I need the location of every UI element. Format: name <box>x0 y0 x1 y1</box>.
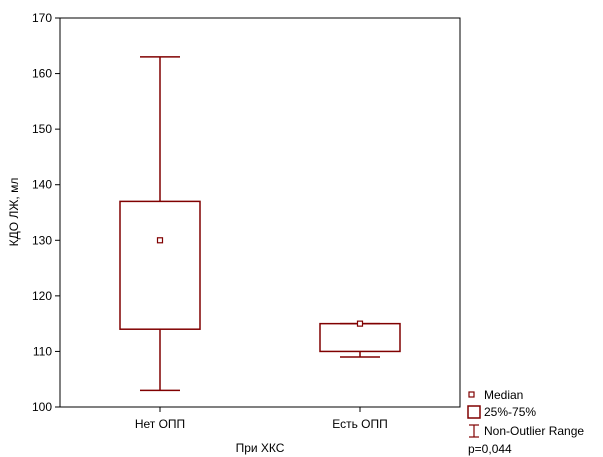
boxes <box>119 56 401 392</box>
y-tick-label: 130 <box>32 233 52 247</box>
plot-frame <box>59 17 461 408</box>
y-tick-label: 160 <box>32 67 52 81</box>
y-axis-title: КДО ЛЖ, мл <box>7 178 21 247</box>
legend-box-icon <box>467 405 481 419</box>
y-axis: 100 110 120 130 140 150 160 170 <box>32 11 60 414</box>
box-2 <box>319 320 401 358</box>
legend-median-label: Median <box>484 388 523 402</box>
median-marker <box>356 320 364 327</box>
median-marker <box>156 237 164 244</box>
y-tick-label: 170 <box>32 11 52 25</box>
y-tick-label: 120 <box>32 289 52 303</box>
y-tick-label: 110 <box>33 344 52 358</box>
x-axis: Нет ОПП Есть ОПП <box>135 407 388 431</box>
x-tick-label: Есть ОПП <box>332 417 388 431</box>
legend-box-label: 25%-75% <box>484 405 536 419</box>
y-tick-label: 100 <box>32 400 52 414</box>
p-value-annotation: p=0,044 <box>468 442 512 456</box>
x-tick-label: Нет ОПП <box>135 417 185 431</box>
legend-whisker-label: Non-Outlier Range <box>484 424 584 438</box>
legend-median-icon <box>468 391 475 398</box>
box-1 <box>119 56 201 392</box>
iqr-box <box>319 322 401 353</box>
iqr-box <box>119 200 201 330</box>
legend-whisker-icon <box>469 424 479 438</box>
legend: Median 25%-75% Non-Outlier Range p=0,044 <box>467 388 584 456</box>
y-tick-label: 150 <box>32 122 52 136</box>
x-axis-title: При ХКС <box>236 441 285 455</box>
y-tick-label: 140 <box>32 178 52 192</box>
